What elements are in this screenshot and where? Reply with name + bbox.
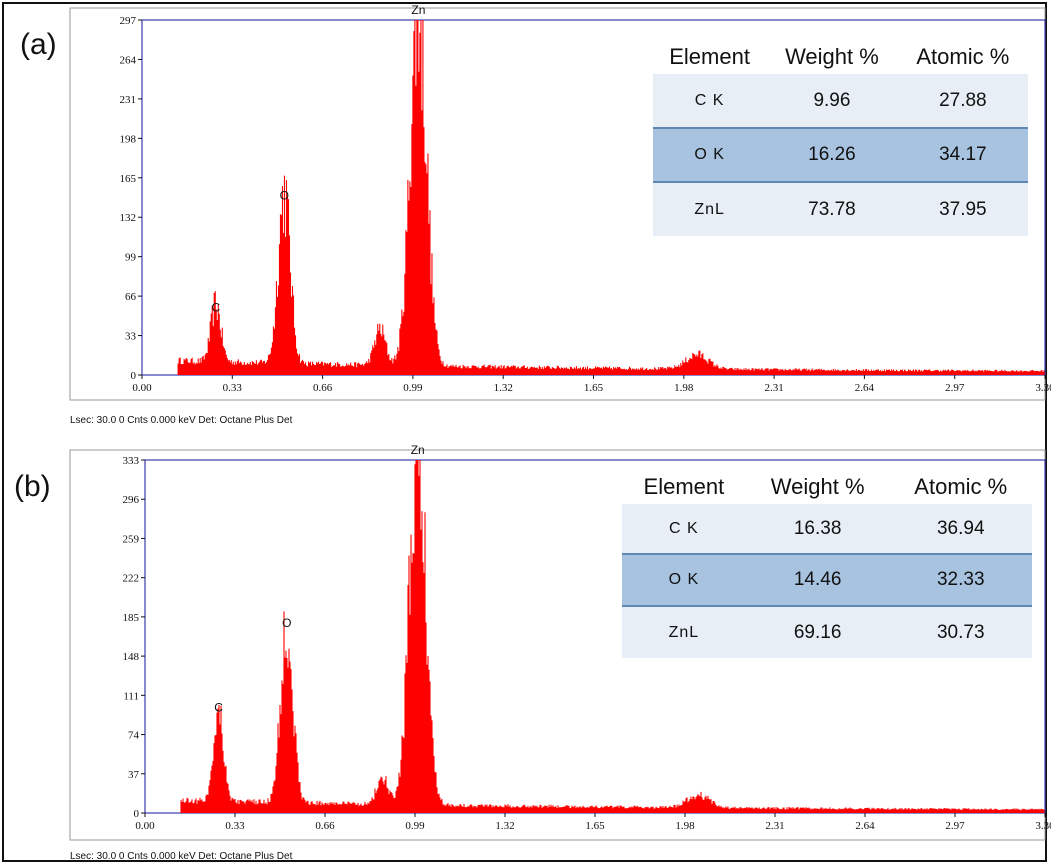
- header-atomic: Atomic %: [897, 40, 1028, 74]
- x-tick-label: 2.64: [855, 382, 875, 394]
- x-tick-label: 2.97: [945, 382, 965, 394]
- x-tick-label: 2.31: [765, 820, 784, 832]
- header-element: Element: [653, 40, 767, 74]
- cell-atomic: 36.94: [889, 504, 1032, 554]
- y-tick-label: 231: [120, 94, 137, 106]
- x-tick-label: 2.31: [764, 382, 783, 394]
- y-tick-label: 0: [134, 808, 140, 820]
- cell-weight: 73.78: [766, 182, 898, 236]
- table-header-row: Element Weight % Atomic %: [622, 470, 1032, 504]
- x-tick-label: 0.66: [313, 382, 333, 394]
- y-tick-label: 198: [120, 133, 137, 145]
- y-tick-label: 185: [123, 612, 140, 624]
- cell-atomic: 37.95: [897, 182, 1028, 236]
- composition-table-b: Element Weight % Atomic % C K 16.38 36.9…: [622, 470, 1032, 658]
- y-tick-label: 333: [123, 455, 140, 467]
- cell-element: ZnL: [653, 182, 767, 236]
- peak-label: C: [214, 701, 223, 715]
- table-row-c: C K 16.38 36.94: [622, 504, 1032, 554]
- peak-label: C: [212, 301, 221, 315]
- header-weight: Weight %: [766, 40, 898, 74]
- x-tick-label: 1.98: [674, 382, 694, 394]
- cell-weight: 14.46: [745, 553, 890, 607]
- cell-atomic: 32.33: [889, 553, 1032, 607]
- header-weight: Weight %: [745, 470, 890, 504]
- cell-atomic: 34.17: [897, 127, 1028, 183]
- x-tick-label: 3.30: [1035, 820, 1051, 832]
- y-tick-label: 111: [123, 690, 139, 702]
- cell-element: O K: [622, 553, 746, 607]
- x-tick-label: 0.00: [135, 820, 155, 832]
- table-header-row: Element Weight % Atomic %: [653, 40, 1028, 74]
- x-tick-label: 0.33: [225, 820, 245, 832]
- y-tick-label: 37: [128, 769, 140, 781]
- table-row-zn: ZnL 73.78 37.95: [653, 182, 1028, 236]
- y-tick-label: 296: [123, 494, 140, 506]
- y-tick-label: 259: [123, 533, 140, 545]
- y-tick-label: 33: [125, 331, 137, 343]
- status-text-a: Lsec: 30.0 0 Cnts 0.000 keV Det: Octane …: [70, 415, 293, 426]
- table-row-o: O K 14.46 32.33: [622, 553, 1032, 607]
- cell-atomic: 27.88: [897, 74, 1028, 128]
- cell-element: C K: [653, 74, 767, 128]
- y-tick-label: 165: [120, 173, 137, 185]
- y-tick-label: 99: [125, 252, 137, 264]
- cell-atomic: 30.73: [889, 606, 1032, 658]
- composition-table-a: Element Weight % Atomic % C K 9.96 27.88…: [653, 40, 1028, 236]
- spectrum-bars: [180, 460, 1045, 813]
- y-tick-label: 148: [123, 651, 140, 663]
- x-tick-label: 0.99: [405, 820, 425, 832]
- table-row-o: O K 16.26 34.17: [653, 127, 1028, 183]
- y-tick-label: 132: [120, 212, 137, 224]
- table-row-zn: ZnL 69.16 30.73: [622, 606, 1032, 658]
- x-tick-label: 1.32: [495, 820, 514, 832]
- y-tick-label: 297: [120, 15, 137, 27]
- x-tick-label: 2.64: [855, 820, 875, 832]
- x-tick-label: 1.98: [675, 820, 695, 832]
- x-tick-label: 0.99: [403, 382, 423, 394]
- y-tick-label: 264: [120, 54, 137, 66]
- y-tick-label: 222: [123, 573, 140, 585]
- x-tick-label: 1.32: [494, 382, 513, 394]
- x-tick-label: 1.65: [585, 820, 605, 832]
- y-tick-label: 66: [125, 291, 137, 303]
- y-tick-label: 0: [131, 370, 137, 382]
- cell-weight: 9.96: [766, 74, 898, 128]
- x-tick-label: 0.66: [315, 820, 335, 832]
- header-atomic: Atomic %: [889, 470, 1032, 504]
- x-tick-label: 0.00: [132, 382, 152, 394]
- y-tick-label: 74: [128, 730, 140, 742]
- status-text-b: Lsec: 30.0 0 Cnts 0.000 keV Det: Octane …: [70, 851, 293, 862]
- x-tick-label: 3.30: [1035, 382, 1051, 394]
- cell-weight: 16.26: [766, 127, 898, 183]
- table-row-c: C K 9.96 27.88: [653, 74, 1028, 128]
- peak-label: Zn: [411, 443, 425, 457]
- peak-label: Zn: [411, 3, 425, 17]
- cell-weight: 16.38: [745, 504, 890, 554]
- cell-weight: 69.16: [745, 606, 890, 658]
- peak-label: O: [280, 188, 289, 202]
- cell-element: O K: [653, 127, 767, 183]
- cell-element: ZnL: [622, 606, 746, 658]
- panel-label-a: (a): [20, 28, 57, 61]
- header-element: Element: [622, 470, 746, 504]
- x-tick-label: 2.97: [945, 820, 965, 832]
- panel-label-b: (b): [14, 470, 51, 503]
- cell-element: C K: [622, 504, 746, 554]
- spectrum-bars: [177, 20, 1045, 375]
- x-tick-label: 0.33: [223, 382, 243, 394]
- peak-label: O: [282, 616, 291, 630]
- x-tick-label: 1.65: [584, 382, 604, 394]
